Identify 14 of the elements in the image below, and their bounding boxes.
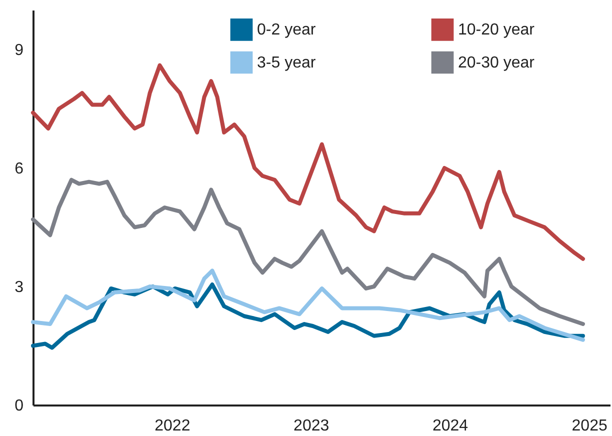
y-tick-label: 0 [14,398,24,414]
legend-label: 10-20 year [458,22,536,39]
legend-label: 0-2 year [257,22,316,39]
x-tick-label: 2023 [294,418,330,434]
line-series [31,268,585,342]
x-tick-label: 2022 [154,418,190,434]
y-tick-label: 3 [14,279,24,296]
y-tick-label: 6 [14,160,24,178]
y-tick-label: 9 [14,42,24,59]
x-tick-label: 2024 [432,418,468,434]
legend-label: 20-30 year [458,54,536,72]
x-tick-label: 2025 [572,418,608,434]
line-series [31,178,585,326]
legend-label: 3-5 year [257,54,316,72]
